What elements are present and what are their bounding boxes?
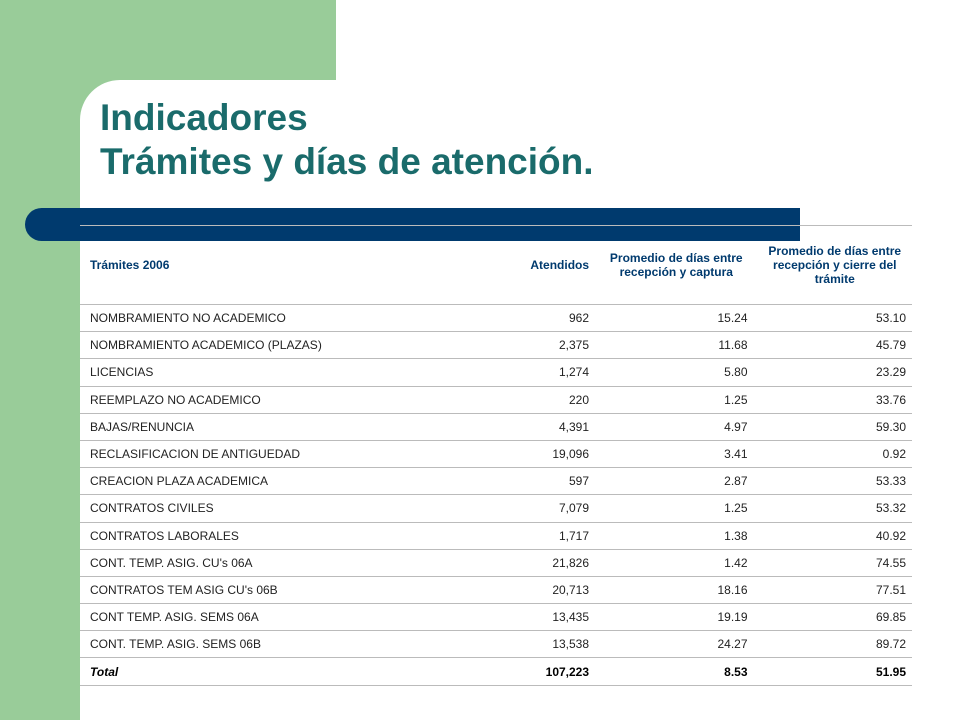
table-cell: 20,713 xyxy=(395,576,596,605)
table-cell: 220 xyxy=(395,386,596,414)
table-cell: 1.25 xyxy=(595,494,754,523)
table-cell: 33.76 xyxy=(753,386,912,414)
table-cell: RECLASIFICACION DE ANTIGUEDAD xyxy=(80,440,396,469)
table-cell: NOMBRAMIENTO NO ACADEMICO xyxy=(80,304,396,333)
title-line: Indicadores xyxy=(100,97,308,138)
data-table: Trámites 2006 Atendidos Promedio de días… xyxy=(80,225,912,686)
table-cell: 2.87 xyxy=(595,467,754,496)
title-line: Trámites y días de atención. xyxy=(100,141,594,182)
table-cell: LICENCIAS xyxy=(80,358,396,387)
column-header: Promedio de días entre recepción y captu… xyxy=(595,225,754,305)
table-cell: 962 xyxy=(395,304,596,333)
total-row: Total 107,223 8.53 51.95 xyxy=(80,657,912,686)
column-header: Promedio de días entre recepción y cierr… xyxy=(753,225,912,305)
table-cell: 7,079 xyxy=(395,494,596,523)
table-cell: 1.42 xyxy=(595,549,754,577)
table-cell: 69.85 xyxy=(753,603,912,632)
header-row: Trámites 2006 Atendidos Promedio de días… xyxy=(80,225,912,305)
table-head: Trámites 2006 Atendidos Promedio de días… xyxy=(80,225,912,305)
table-cell: 8.53 xyxy=(595,657,754,686)
table-cell: 23.29 xyxy=(753,358,912,387)
table-cell: 53.33 xyxy=(753,467,912,496)
corner-fill xyxy=(160,80,960,120)
table-row: RECLASIFICACION DE ANTIGUEDAD 19,096 3.41 0… xyxy=(80,440,912,469)
table-cell: 19.19 xyxy=(595,603,754,632)
table-cell: CONTRATOS LABORALES xyxy=(80,522,396,550)
table-cell: 13,435 xyxy=(395,603,596,632)
table-cell: 1.38 xyxy=(595,522,754,550)
table-cell: CONTRATOS TEM ASIG CU's 06B xyxy=(80,576,396,605)
table-cell: 11.68 xyxy=(595,331,754,360)
table-row: REEMPLAZO NO ACADEMICO 220 1.25 33.76 xyxy=(80,386,912,414)
table-cell: 4.97 xyxy=(595,413,754,441)
table-row: CONTRATOS CIVILES 7,079 1.25 53.32 xyxy=(80,494,912,523)
table-cell: 4,391 xyxy=(395,413,596,441)
table-cell: CONT. TEMP. ASIG. SEMS 06B xyxy=(80,630,396,659)
column-header: Atendidos xyxy=(395,225,596,305)
table-cell: 107,223 xyxy=(395,657,596,686)
table-cell: 19,096 xyxy=(395,440,596,469)
table-row: CONT TEMP. ASIG. SEMS 06A 13,435 19.19 69.8… xyxy=(80,603,912,632)
table-row: CONTRATOS TEM ASIG CU's 06B 20,713 18.16 77… xyxy=(80,576,912,605)
table-cell: 59.30 xyxy=(753,413,912,441)
title: Indicadores Trámites y días de atención. xyxy=(100,96,594,184)
table-cell: 40.92 xyxy=(753,522,912,550)
table-cell: 597 xyxy=(395,467,596,496)
table-cell: 53.10 xyxy=(753,304,912,333)
table-cell: 1,717 xyxy=(395,522,596,550)
table-row: CONTRATOS LABORALES 1,717 1.38 40.92 xyxy=(80,522,912,550)
table-cell: 13,538 xyxy=(395,630,596,659)
table-cell: Total xyxy=(80,657,396,686)
table-cell: 0.92 xyxy=(753,440,912,469)
table-cell: 51.95 xyxy=(753,657,912,686)
table-row: NOMBRAMIENTO NO ACADEMICO 962 15.24 53.10 xyxy=(80,304,912,333)
table-cell: 15.24 xyxy=(595,304,754,333)
table-row: CONT. TEMP. ASIG. CU's 06A 21,826 1.42 74.5… xyxy=(80,549,912,577)
table-cell: CONT TEMP. ASIG. SEMS 06A xyxy=(80,603,396,632)
table-cell: 2,375 xyxy=(395,331,596,360)
table-cell: CONTRATOS CIVILES xyxy=(80,494,396,523)
table-cell: NOMBRAMIENTO ACADEMICO (PLAZAS) xyxy=(80,331,396,360)
table-cell: 21,826 xyxy=(395,549,596,577)
table-cell: 77.51 xyxy=(753,576,912,605)
column-header: Trámites 2006 xyxy=(80,225,396,305)
table-cell: REEMPLAZO NO ACADEMICO xyxy=(80,386,396,414)
table-cell: 1,274 xyxy=(395,358,596,387)
table-cell: 18.16 xyxy=(595,576,754,605)
table-row: BAJAS/RENUNCIA 4,391 4.97 59.30 xyxy=(80,413,912,441)
table-row: CONT. TEMP. ASIG. SEMS 06B 13,538 24.27 89.… xyxy=(80,630,912,659)
table-cell: 89.72 xyxy=(753,630,912,659)
green-band xyxy=(0,0,80,720)
table-cell: 74.55 xyxy=(753,549,912,577)
table-cell: 45.79 xyxy=(753,331,912,360)
table-cell: CONT. TEMP. ASIG. CU's 06A xyxy=(80,549,396,577)
table-row: NOMBRAMIENTO ACADEMICO (PLAZAS) 2,375 11.6… xyxy=(80,331,912,360)
table-cell: 3.41 xyxy=(595,440,754,469)
table-row: CREACION PLAZA ACADEMICA 597 2.87 53.33 xyxy=(80,467,912,496)
table-row: LICENCIAS 1,274 5.80 23.29 xyxy=(80,358,912,387)
table-cell: BAJAS/RENUNCIA xyxy=(80,413,396,441)
table-cell: 1.25 xyxy=(595,386,754,414)
table-cell: 53.32 xyxy=(753,494,912,523)
table-cell: 5.80 xyxy=(595,358,754,387)
table-body: NOMBRAMIENTO NO ACADEMICO 962 15.24 53.10 NO… xyxy=(80,304,912,686)
table-cell: CREACION PLAZA ACADEMICA xyxy=(80,467,396,496)
table-cell: 24.27 xyxy=(595,630,754,659)
